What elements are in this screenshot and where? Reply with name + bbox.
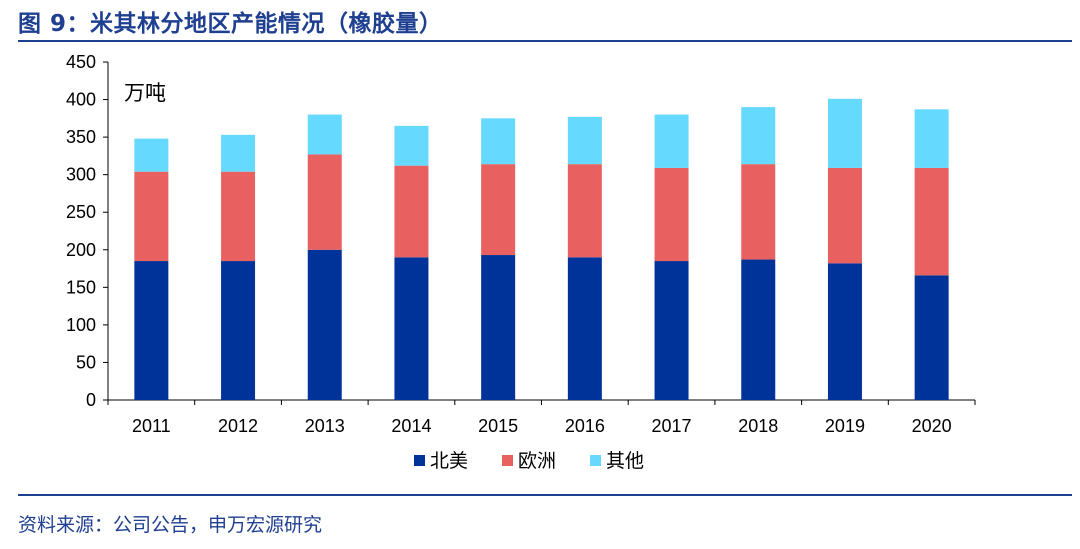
x-axis: 2011 2012 2013 2014 2015 2016 2017 2018 2019 2020 [107,399,976,436]
legend-swatch-2 [590,455,601,466]
y-tick-label: 450 [66,52,96,72]
bar-2014-series-0 [394,257,429,400]
bar-2013-series-0 [307,249,342,400]
bar-2012-series-0 [221,261,256,400]
bar-2017-series-1 [654,167,689,262]
bar-2011-series-0 [134,261,169,400]
x-tick-label: 2018 [738,416,778,436]
x-tick-label: 2011 [132,416,171,436]
y-tick-label: 400 [66,90,96,110]
bar-2019-series-2 [827,98,862,168]
unit-label: 万吨 [124,81,166,105]
bar-2012-series-2 [221,134,256,172]
page-title: 图 9：米其林分地区产能情况（橡胶量） [18,11,443,37]
y-tick-label: 50 [76,352,96,372]
legend-swatch-1 [502,455,513,466]
bar-2015-series-2 [481,118,516,165]
x-tick-label: 2014 [391,416,431,436]
y-tick-label: 350 [66,127,96,147]
legend: 北美 欧洲 其他 [414,450,644,472]
bar-2016-series-0 [567,257,602,400]
x-tick-label: 2012 [218,416,258,436]
y-tick-label: 0 [86,390,96,410]
x-tick-label: 2019 [825,416,865,436]
bar-2012-series-1 [221,171,256,262]
legend-label-2: 其他 [606,450,644,472]
bar-2015-series-1 [481,164,516,256]
bar-2015-series-0 [481,255,516,400]
y-tick-label: 150 [66,277,96,297]
bar-2019-series-1 [827,167,862,264]
legend-label-0: 北美 [430,450,468,472]
x-tick-label: 2017 [652,416,692,436]
bar-2011-series-1 [134,171,169,262]
footer-rule [18,494,1072,496]
x-tick-label: 2016 [565,416,605,436]
bar-2011-series-2 [134,138,169,172]
title-rule [18,40,1072,42]
bar-2013-series-1 [307,154,342,250]
legend-swatch-0 [414,455,425,466]
x-tick-label: 2015 [478,416,518,436]
bar-2016-series-1 [567,164,602,258]
y-axis: 0 50 100 150 200 250 300 350 400 450 [66,52,109,410]
bar-2018-series-1 [741,164,776,260]
bar-2017-series-2 [654,114,689,168]
bar-2014-series-2 [394,125,429,166]
source-note: 资料来源：公司公告，申万宏源研究 [18,514,323,536]
bar-2019-series-0 [827,263,862,400]
bar-2018-series-0 [741,259,776,400]
legend-label-1: 欧洲 [518,450,556,472]
y-tick-label: 250 [66,202,96,222]
x-tick-label: 2013 [305,416,345,436]
x-tick-label: 2020 [912,416,952,436]
bar-2017-series-0 [654,261,689,400]
bar-2018-series-2 [741,107,776,165]
bars [134,98,949,400]
bar-2020-series-1 [914,167,949,276]
bar-2020-series-2 [914,109,949,168]
bar-2020-series-0 [914,275,949,400]
bar-2016-series-2 [567,116,602,165]
bar-2014-series-1 [394,165,429,258]
y-tick-label: 100 [66,315,96,335]
y-tick-label: 200 [66,240,96,260]
y-tick-label: 300 [66,165,96,185]
bar-2013-series-2 [307,114,342,155]
